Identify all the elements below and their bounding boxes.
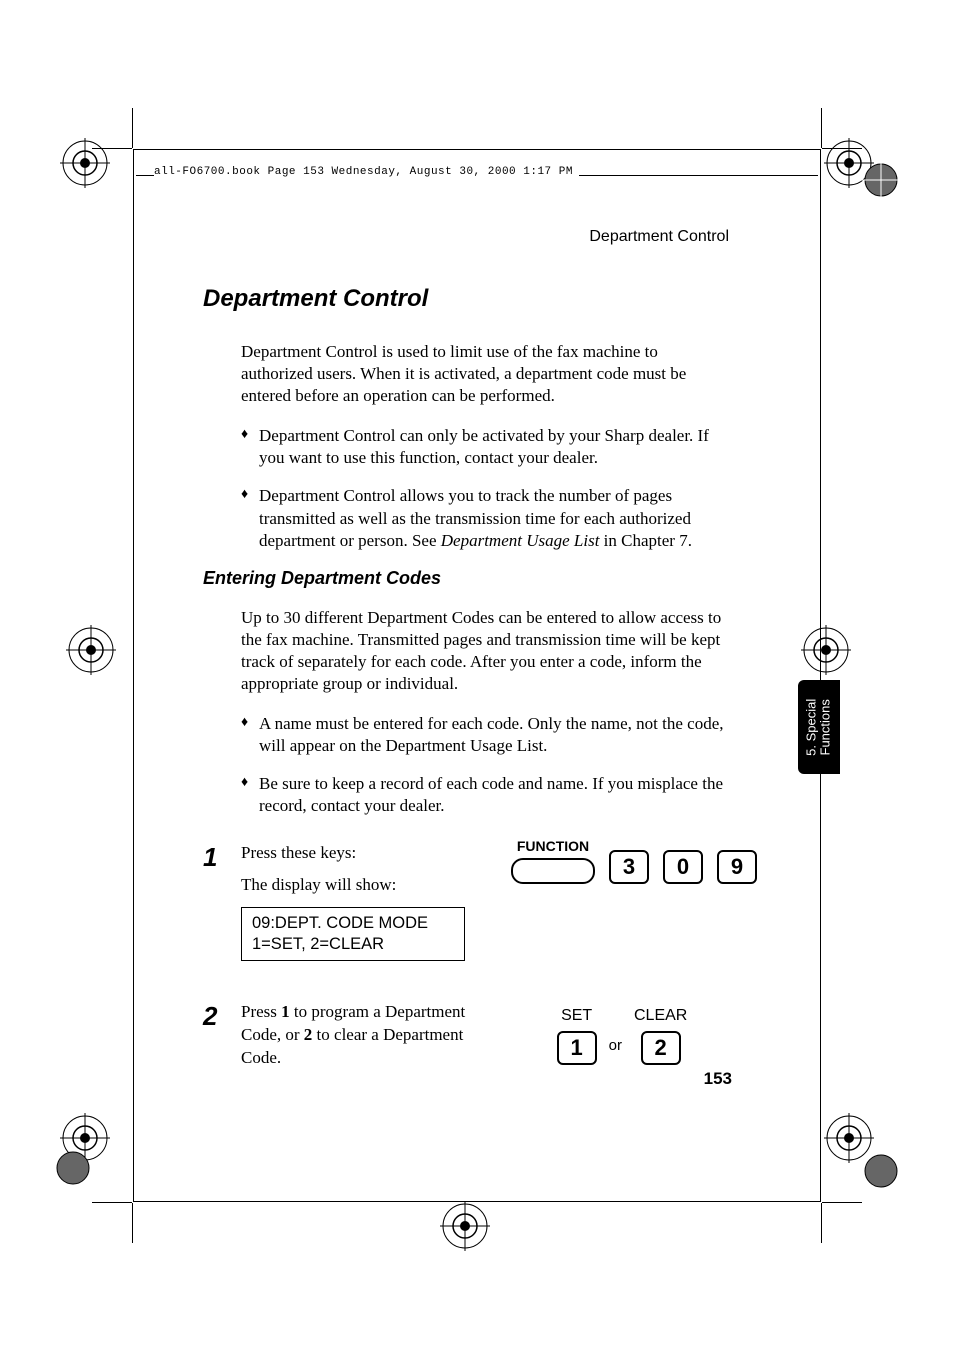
or-text: or xyxy=(609,1017,622,1054)
bullet-text: Department Control can only be activated… xyxy=(259,425,733,469)
subsection-title: Entering Department Codes xyxy=(203,568,733,589)
numeric-key-icon: 2 xyxy=(641,1031,681,1065)
crop-mark xyxy=(821,1203,822,1243)
bullet-item: ♦ Be sure to keep a record of each code … xyxy=(241,773,733,817)
bullet-text: A name must be entered for each code. On… xyxy=(259,713,733,757)
step-text-part: Press xyxy=(241,1002,281,1021)
step-text: Press 1 to program a Department Code, or… xyxy=(241,1001,501,1070)
step-body: Press these keys: The display will show:… xyxy=(241,842,501,961)
print-header-text: all-FO6700.book Page 153 Wednesday, Augu… xyxy=(154,166,579,178)
registration-mark-icon xyxy=(440,1201,490,1251)
chapter-tab: 5. SpecialFunctions xyxy=(798,680,840,774)
numeric-key-icon: 0 xyxy=(663,850,703,884)
crop-mark xyxy=(132,108,133,148)
registration-mark-icon xyxy=(856,1146,906,1196)
main-content: Department Control Department Control is… xyxy=(203,285,733,1079)
chapter-tab-label: 5. SpecialFunctions xyxy=(805,698,834,755)
crop-mark xyxy=(132,1203,133,1243)
bullet-marker-icon: ♦ xyxy=(241,485,259,551)
set-label: SET xyxy=(561,1007,592,1025)
bullet-text-italic: Department Usage List xyxy=(441,531,600,550)
step-text: The display will show: xyxy=(241,874,501,897)
step-number: 1 xyxy=(203,842,241,961)
bullet-text: Department Control allows you to track t… xyxy=(259,485,733,551)
bullet-marker-icon: ♦ xyxy=(241,773,259,817)
numeric-key-icon: 3 xyxy=(609,850,649,884)
crop-mark xyxy=(822,1202,862,1203)
step-row: 2 Press 1 to program a Department Code, … xyxy=(203,1001,733,1080)
bullet-item: ♦ Department Control allows you to track… xyxy=(241,485,733,551)
running-header: Department Control xyxy=(589,228,729,246)
subsection-intro: Up to 30 different Department Codes can … xyxy=(241,607,733,695)
print-header-line: all-FO6700.book Page 153 Wednesday, Augu… xyxy=(136,166,818,184)
registration-mark-icon xyxy=(856,155,906,205)
page-number: 153 xyxy=(704,1069,732,1089)
bullet-item: ♦ Department Control can only be activat… xyxy=(241,425,733,469)
step-text-bold: 1 xyxy=(281,1002,290,1021)
bullet-text-tail: in Chapter 7. xyxy=(599,531,692,550)
registration-mark-icon xyxy=(801,625,851,675)
lcd-display: 09:DEPT. CODE MODE 1=SET, 2=CLEAR xyxy=(241,907,465,960)
step-keys-area: FUNCTION 3 0 9 xyxy=(501,842,757,961)
registration-mark-icon xyxy=(48,1143,98,1193)
bullet-marker-icon: ♦ xyxy=(241,713,259,757)
numeric-key-icon: 9 xyxy=(717,850,757,884)
section-title: Department Control xyxy=(203,285,733,313)
crop-mark xyxy=(92,1202,132,1203)
step-text: Press these keys: xyxy=(241,842,501,865)
step-keys-area: SET 1 or CLEAR 2 xyxy=(501,1001,733,1080)
step-body: Press 1 to program a Department Code, or… xyxy=(241,1001,501,1080)
function-key-label: FUNCTION xyxy=(517,838,589,854)
lcd-line: 09:DEPT. CODE MODE xyxy=(252,913,454,934)
intro-paragraph: Department Control is used to limit use … xyxy=(241,341,733,407)
registration-mark-icon xyxy=(66,625,116,675)
numeric-key-icon: 1 xyxy=(557,1031,597,1065)
registration-mark-icon xyxy=(60,138,110,188)
lcd-line: 1=SET, 2=CLEAR xyxy=(252,934,454,955)
step-row: 1 Press these keys: The display will sho… xyxy=(203,842,733,961)
bullet-item: ♦ A name must be entered for each code. … xyxy=(241,713,733,757)
crop-mark xyxy=(821,108,822,148)
clear-label: CLEAR xyxy=(634,1007,687,1025)
bullet-marker-icon: ♦ xyxy=(241,425,259,469)
bullet-text: Be sure to keep a record of each code an… xyxy=(259,773,733,817)
function-key-icon xyxy=(511,858,595,884)
step-number: 2 xyxy=(203,1001,241,1080)
